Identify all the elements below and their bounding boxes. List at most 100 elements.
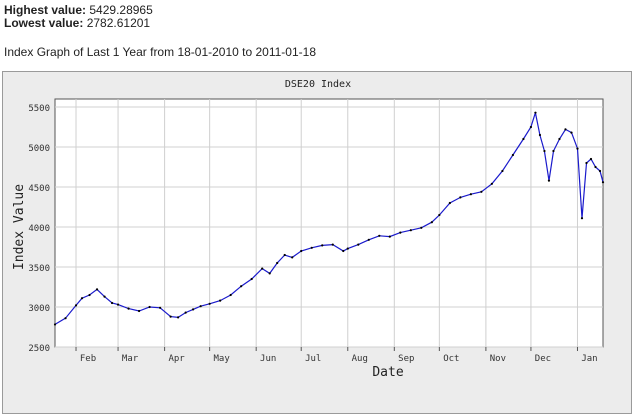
y-tick-label: 3500 — [28, 264, 50, 274]
data-point — [511, 153, 515, 157]
x-axis-label: Date — [372, 365, 403, 380]
data-point — [367, 238, 370, 241]
data-point — [184, 311, 187, 314]
y-tick-label: 5000 — [28, 144, 50, 154]
data-point — [357, 243, 360, 246]
data-point — [208, 302, 211, 305]
index-chart: 2500 3000 3500 4000 4500 5000 5500 Feb Mar Apr Ma… — [12, 79, 605, 380]
x-tick-label: Nov — [490, 354, 506, 364]
x-tick-label: Mar — [122, 354, 139, 364]
data-point — [64, 317, 67, 320]
data-point — [543, 149, 546, 153]
data-point — [321, 244, 324, 247]
data-point — [529, 125, 533, 129]
y-tick-label: 2500 — [28, 344, 50, 354]
y-tick-label: 4000 — [28, 224, 50, 234]
data-point — [169, 315, 172, 318]
data-point — [564, 128, 567, 131]
x-tick-label: Oct — [443, 354, 459, 364]
graph-title: Index Graph of Last 1 Year from 18-01-20… — [4, 45, 316, 59]
data-point — [127, 307, 130, 310]
series-group — [53, 111, 605, 326]
data-point — [547, 179, 551, 182]
x-tick-label: Aug — [352, 354, 368, 364]
x-tick-label: Sep — [398, 354, 414, 364]
data-point — [199, 305, 202, 308]
data-point — [116, 303, 120, 306]
data-point — [192, 308, 195, 311]
data-point — [229, 293, 232, 297]
data-point — [580, 217, 584, 220]
data-point — [110, 301, 114, 305]
data-point — [74, 304, 78, 307]
data-point — [585, 161, 588, 165]
y-axis-ticks: 2500 3000 3500 4000 4500 5000 5500 — [28, 104, 50, 354]
data-point — [480, 190, 483, 193]
data-point — [399, 231, 402, 234]
x-tick-label: Dec — [535, 354, 551, 364]
data-point — [331, 243, 334, 246]
data-point — [558, 137, 561, 141]
data-point — [283, 253, 286, 257]
data-point — [53, 323, 57, 326]
data-point — [261, 267, 264, 270]
data-point — [158, 306, 162, 309]
data-point — [250, 277, 253, 281]
data-point — [601, 181, 605, 184]
data-point — [490, 182, 493, 185]
data-point — [420, 226, 423, 229]
data-point — [103, 295, 106, 298]
data-point — [409, 229, 412, 232]
data-point — [388, 235, 391, 238]
lowest-value-label: Lowest value: — [4, 16, 84, 30]
x-tick-label: Apr — [168, 354, 185, 364]
data-point — [300, 249, 303, 253]
data-point — [430, 221, 433, 224]
grid-lines — [55, 99, 603, 348]
data-point — [137, 309, 141, 313]
data-point — [589, 157, 593, 161]
data-point — [95, 288, 99, 291]
data-point — [148, 305, 151, 309]
lowest-value: 2782.61201 — [86, 16, 151, 30]
data-point — [501, 169, 504, 173]
lowest-value-line: Lowest value: 2782.61201 — [4, 16, 150, 30]
highest-value-label: Highest value: — [4, 3, 87, 17]
x-tick-label: Jun — [260, 354, 276, 364]
data-point — [310, 246, 313, 249]
data-point — [240, 285, 243, 288]
data-point — [276, 261, 279, 265]
x-tick-label: Jul — [305, 354, 321, 364]
y-axis-label: Index Value — [12, 184, 27, 270]
highest-value: 5429.28965 — [89, 3, 153, 17]
data-point — [448, 201, 451, 205]
data-point — [576, 147, 579, 150]
data-point — [378, 234, 381, 237]
data-point — [538, 133, 542, 137]
data-point — [598, 169, 602, 173]
data-point — [459, 196, 462, 199]
data-point — [534, 111, 537, 114]
x-axis-ticks: Feb Mar Apr May Jun Jul Aug Sep Oct Nov Dec Jan — [75, 347, 598, 364]
data-point — [469, 193, 472, 196]
chart-frame: 2500 3000 3500 4000 4500 5000 5500 Feb Mar Apr Ma… — [2, 71, 632, 414]
data-point — [438, 213, 441, 217]
data-point — [570, 131, 573, 134]
data-point — [594, 165, 597, 169]
data-point — [177, 316, 180, 319]
data-point — [342, 249, 345, 253]
x-tick-label: Feb — [80, 354, 96, 364]
data-point — [88, 293, 91, 297]
x-tick-label: May — [214, 354, 231, 364]
data-point — [552, 149, 555, 153]
highest-value-line: Highest value: 5429.28965 — [4, 3, 153, 17]
data-point — [268, 272, 271, 275]
x-tick-label: Jan — [581, 354, 597, 364]
chart-title: DSE20 Index — [285, 79, 351, 90]
data-point — [219, 299, 222, 302]
data-point — [346, 247, 349, 250]
y-tick-label: 3000 — [28, 304, 50, 314]
y-tick-label: 4500 — [28, 184, 50, 194]
data-point — [80, 297, 84, 300]
y-tick-label: 5500 — [28, 104, 50, 114]
